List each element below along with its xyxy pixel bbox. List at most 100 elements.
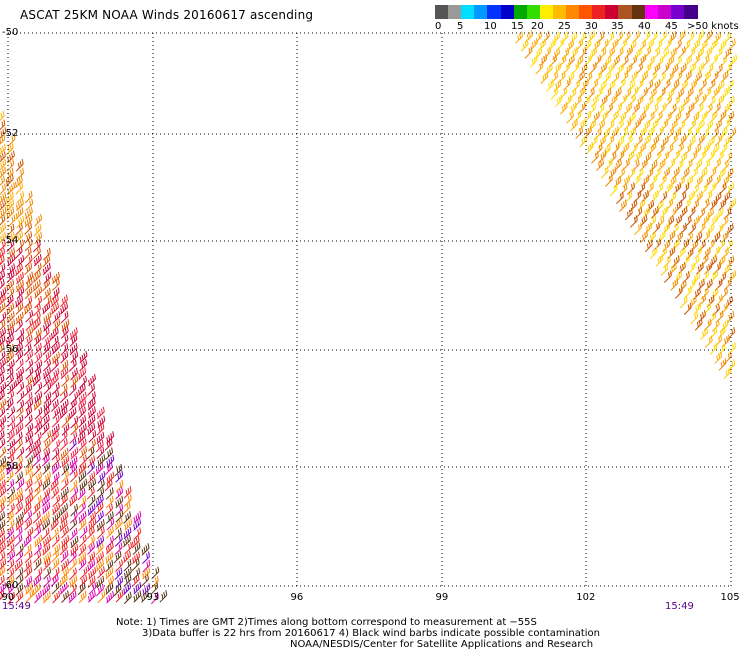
wind-barb (694, 318, 703, 331)
wind-barb (106, 517, 115, 531)
wind-barb (24, 566, 33, 579)
wind-barb (16, 366, 25, 380)
wind-barb (87, 503, 96, 516)
wind-barb (627, 79, 636, 93)
wind-barb (51, 558, 60, 571)
wind-barb (106, 454, 115, 468)
wind-barb (5, 470, 14, 483)
wind-barb (669, 134, 678, 147)
wind-barb (88, 439, 96, 452)
wind-barb (15, 414, 24, 428)
wind-barb (78, 438, 87, 451)
wind-barb (5, 167, 14, 181)
wind-barb (600, 166, 609, 179)
wind-barb (687, 190, 695, 204)
wind-barb (716, 94, 725, 107)
wind-barb (78, 391, 87, 405)
wind-barb (707, 78, 716, 92)
wind-barb (616, 119, 624, 132)
latitude-label: -56 (2, 344, 19, 355)
wind-barb (706, 294, 715, 308)
wind-barb (6, 543, 15, 556)
wind-barb (693, 287, 701, 300)
wind-barb (5, 142, 14, 156)
wind-barb (575, 55, 584, 68)
wind-barb (97, 415, 106, 429)
wind-barb (42, 278, 50, 292)
wind-barb (624, 207, 633, 221)
wind-barb (0, 535, 6, 547)
wind-barb (34, 286, 43, 299)
wind-barb (653, 150, 662, 163)
wind-barb (87, 414, 96, 428)
wind-barb (32, 318, 41, 331)
wind-barb (644, 239, 653, 253)
wind-barb (86, 526, 95, 539)
wind-barb (25, 350, 34, 363)
wind-barb (33, 223, 42, 237)
wind-barb (587, 30, 596, 44)
wind-barb (79, 446, 88, 459)
wind-barb (687, 135, 696, 149)
wind-barb (559, 102, 568, 115)
wind-barb (43, 311, 52, 324)
wind-barb (600, 110, 609, 123)
wind-barb (34, 407, 43, 420)
wind-barb (61, 455, 70, 468)
wind-barb (141, 590, 149, 603)
note-line-2: 3)Data buffer is 22 hrs from 20160617 4)… (142, 628, 600, 639)
wind-barb (133, 511, 142, 524)
wind-barb (646, 38, 655, 51)
wind-barb (15, 342, 23, 356)
wind-barb (7, 182, 16, 195)
wind-barb (33, 254, 42, 267)
wind-barb (611, 142, 620, 155)
wind-barb (706, 207, 714, 221)
wind-barb (42, 247, 51, 261)
wind-barb (15, 422, 24, 435)
wind-barb (671, 79, 680, 92)
wind-barb (33, 246, 41, 259)
wind-barb (105, 462, 113, 475)
wind-barb (651, 206, 659, 219)
wind-barb (6, 430, 15, 443)
wind-barb (585, 141, 594, 155)
wind-barb (23, 559, 32, 572)
wind-barb (710, 287, 719, 300)
wind-barb (635, 95, 644, 108)
wind-barb (42, 558, 51, 571)
wind-barb (41, 406, 50, 419)
grid-lines (7, 32, 732, 587)
wind-barb (695, 103, 704, 116)
wind-barb (33, 574, 42, 587)
wind-barb (123, 534, 131, 548)
wind-barb (632, 102, 640, 115)
wind-barb (33, 439, 41, 452)
wind-barb (681, 238, 690, 252)
wind-barb (50, 574, 59, 587)
wind-barb (32, 502, 41, 515)
wind-barb (660, 263, 669, 277)
wind-barb (705, 63, 714, 76)
wind-barb (666, 215, 675, 228)
wind-barb (0, 558, 7, 570)
wind-barb (88, 391, 96, 404)
latitude-label: -60 (2, 580, 19, 591)
wind-barb (549, 54, 557, 67)
wind-barb (0, 239, 6, 251)
wind-barb (588, 118, 597, 132)
wind-barb (683, 302, 692, 315)
wind-barb (15, 230, 24, 244)
wind-barb (7, 319, 16, 332)
wind-barb (16, 286, 25, 300)
wind-barb (714, 63, 723, 77)
wind-barb (69, 398, 77, 411)
wind-barb (96, 575, 105, 589)
colorbar-label: 35 (611, 21, 624, 32)
wind-barb (7, 231, 15, 245)
wind-barb (698, 310, 706, 323)
wind-barb (33, 262, 42, 276)
wind-barb (96, 487, 105, 500)
wind-barb (685, 175, 694, 188)
wind-barb (717, 326, 726, 339)
